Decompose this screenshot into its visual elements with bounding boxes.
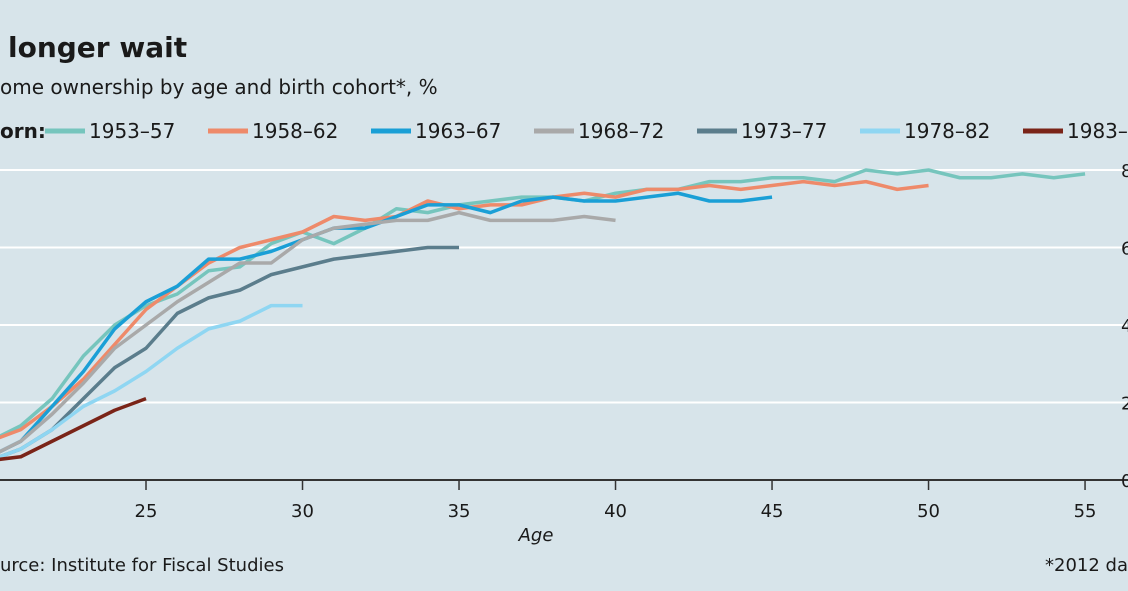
series-line: [0, 168, 1086, 439]
x-tick-label: 25: [135, 501, 158, 522]
y-tick-label: 0: [1121, 471, 1128, 492]
x-tick-label: 35: [448, 501, 471, 522]
legend-label: 1953–57: [89, 119, 175, 143]
y-tick-label: 20: [1121, 394, 1128, 415]
source: urce: Institute for Fiscal Studies: [0, 555, 284, 576]
legend-label: 1968–72: [578, 119, 664, 143]
footnote: *2012 da: [1045, 555, 1128, 576]
chart-subtitle: ome ownership by age and birth cohort*, …: [0, 75, 438, 99]
legend-label: 1963–67: [415, 119, 501, 143]
series-line: [0, 210, 616, 454]
series-line: [0, 396, 147, 462]
y-tick-label: 80: [1121, 161, 1128, 182]
legend-label: 1958–62: [252, 119, 338, 143]
x-tick-label: 50: [917, 501, 940, 522]
legend-label: 1973–77: [741, 119, 827, 143]
y-tick-label: 40: [1121, 316, 1128, 337]
series-line: [0, 245, 460, 459]
x-tick-label: 45: [761, 501, 784, 522]
x-tick-label: 40: [604, 501, 627, 522]
y-tick-label: 60: [1121, 239, 1128, 260]
legend-label: 1978–82: [904, 119, 990, 143]
x-tick-label: 30: [291, 501, 314, 522]
legend-label: 1983–: [1067, 119, 1128, 143]
chart-title: longer wait: [8, 31, 187, 64]
x-tick-label: 20: [0, 501, 1, 522]
series-line: [0, 179, 929, 440]
x-axis-label: Age: [518, 525, 554, 546]
series-line: [0, 303, 303, 459]
x-tick-label: 55: [1074, 501, 1097, 522]
legend-title: orn:: [0, 119, 46, 143]
